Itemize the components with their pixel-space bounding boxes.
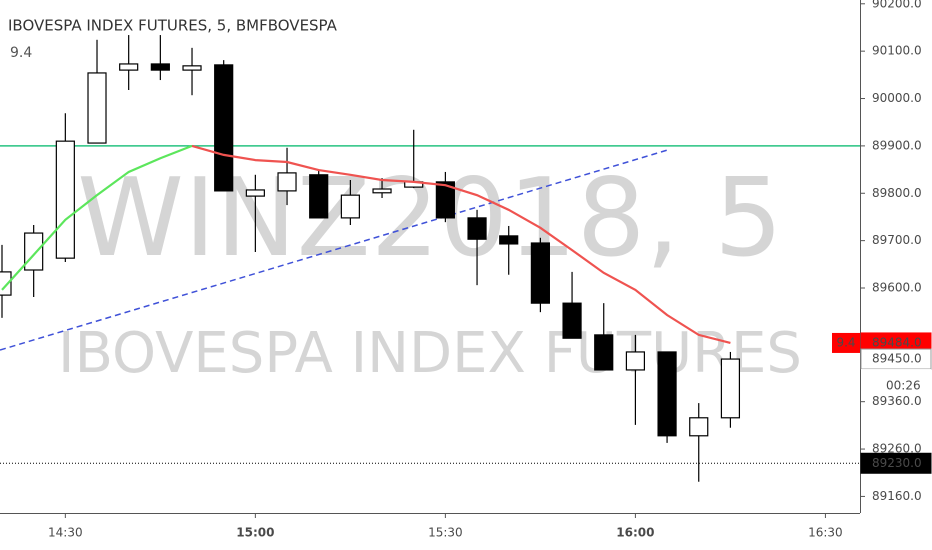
indicator-tag <box>832 332 860 353</box>
candle-body <box>150 63 170 71</box>
candle-body <box>0 271 12 296</box>
candle-body <box>657 351 677 437</box>
y-tick-label: 89600.0 <box>872 281 922 295</box>
y-tick-label: 89800.0 <box>872 186 922 200</box>
watermark-description: IBOVESPA INDEX FUTURES <box>58 321 802 386</box>
candle-body <box>689 417 709 437</box>
x-tick-label: 16:00 <box>616 526 654 540</box>
y-tick-label: 89260.0 <box>872 442 922 456</box>
y-tick-label: 89700.0 <box>872 233 922 247</box>
x-tick-label: 14:30 <box>48 526 83 540</box>
price-tag <box>860 452 932 474</box>
candle-body <box>340 194 360 219</box>
candle-body <box>87 72 107 144</box>
candle-body <box>119 63 139 71</box>
candle-body <box>435 181 455 219</box>
price-tag-label: 89450.0 <box>872 352 922 366</box>
countdown-label: 00:26 <box>886 379 921 393</box>
countdown-box <box>861 369 931 390</box>
candle-body <box>594 334 614 371</box>
candle-body <box>309 174 329 219</box>
candle-body <box>372 188 392 194</box>
moving-average <box>1 144 193 291</box>
x-tick-label: 16:30 <box>808 526 843 540</box>
y-tick-label: 89160.0 <box>872 489 922 503</box>
candle-body <box>182 65 202 71</box>
watermark-symbol: WINZ2018, 5 <box>77 156 783 281</box>
candle-body <box>214 64 234 192</box>
y-tick-label: 90100.0 <box>872 44 922 58</box>
x-tick-label: 15:30 <box>428 526 463 540</box>
y-tick-label: 89900.0 <box>872 138 922 152</box>
y-tick-label: 90000.0 <box>872 91 922 105</box>
candle-body <box>24 232 44 271</box>
price-tag-label: 89484.0 <box>872 335 922 349</box>
moving-average <box>191 144 731 345</box>
candle-body <box>499 235 519 245</box>
trend-line <box>0 149 668 351</box>
watermark: WINZ2018, 5 IBOVESPA INDEX FUTURES <box>58 156 802 386</box>
candle-body <box>277 172 297 192</box>
candle-body <box>562 302 582 339</box>
candle-body <box>530 242 550 304</box>
candle-body <box>55 140 75 259</box>
indicator-value: 9.4 <box>10 45 32 61</box>
candle-body <box>720 358 741 419</box>
indicator-tag-label: 9.4 <box>836 335 855 349</box>
candle-body <box>625 351 646 371</box>
candle-body <box>467 217 487 240</box>
x-tick-label: 15:00 <box>236 526 274 540</box>
y-tick-label: 90200.0 <box>872 0 922 10</box>
candle-body <box>245 189 265 197</box>
y-tick-label: 89360.0 <box>872 394 922 408</box>
price-tag-label: 89230.0 <box>872 456 922 470</box>
chart-title: IBOVESPA INDEX FUTURES, 5, BMFBOVESPA <box>8 17 338 35</box>
